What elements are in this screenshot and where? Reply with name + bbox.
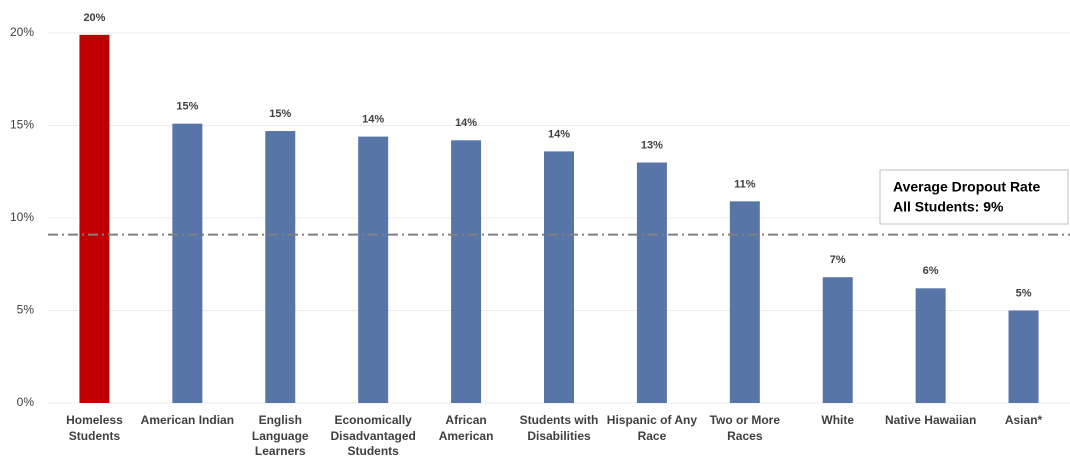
y-tick-label: 5% bbox=[17, 303, 35, 317]
x-tick-label: White bbox=[821, 413, 855, 427]
bar bbox=[265, 131, 296, 404]
bar bbox=[915, 288, 946, 403]
value-label: 20% bbox=[83, 12, 105, 24]
value-label: 5% bbox=[1016, 287, 1032, 299]
x-tick-label: Hispanic of Any Race bbox=[606, 413, 698, 443]
bar bbox=[822, 277, 853, 403]
y-tick-label: 10% bbox=[10, 210, 34, 224]
y-tick-label: 0% bbox=[17, 395, 35, 409]
annotation-text: All Students: 9% bbox=[893, 199, 1004, 215]
annotation-text: Average Dropout Rate bbox=[893, 179, 1041, 195]
annotation-box bbox=[879, 169, 1069, 225]
bar bbox=[1008, 310, 1039, 403]
y-tick-label: 15% bbox=[10, 118, 34, 132]
bar bbox=[79, 34, 110, 403]
x-tick-label: Students with Disabilities bbox=[519, 413, 599, 443]
x-tick-label: American Indian bbox=[140, 413, 235, 427]
x-tick-label: Two or More Races bbox=[709, 413, 781, 443]
bar bbox=[729, 201, 760, 403]
bar bbox=[544, 151, 574, 403]
bar bbox=[451, 140, 482, 404]
value-label: 11% bbox=[734, 178, 756, 190]
bar bbox=[172, 123, 203, 404]
y-tick-label: 20% bbox=[10, 25, 34, 39]
value-label: 7% bbox=[830, 254, 846, 266]
value-label: 15% bbox=[269, 108, 291, 120]
bar bbox=[636, 162, 667, 403]
x-tick-label: Homeless Students bbox=[66, 413, 123, 443]
value-label: 13% bbox=[641, 139, 663, 151]
x-tick-label: Economically Disadvantaged Students bbox=[330, 413, 416, 459]
value-label: 14% bbox=[455, 117, 477, 129]
x-tick-label: English Language Learners bbox=[251, 413, 309, 459]
value-label: 15% bbox=[176, 101, 198, 113]
x-tick-label: Asian* bbox=[1004, 413, 1043, 427]
value-label: 14% bbox=[548, 128, 570, 140]
value-label: 14% bbox=[362, 114, 384, 126]
value-label: 6% bbox=[923, 265, 939, 277]
bar bbox=[358, 136, 389, 403]
x-tick-label: Native Hawaiian bbox=[884, 413, 977, 427]
x-tick-label: African American bbox=[438, 413, 494, 443]
